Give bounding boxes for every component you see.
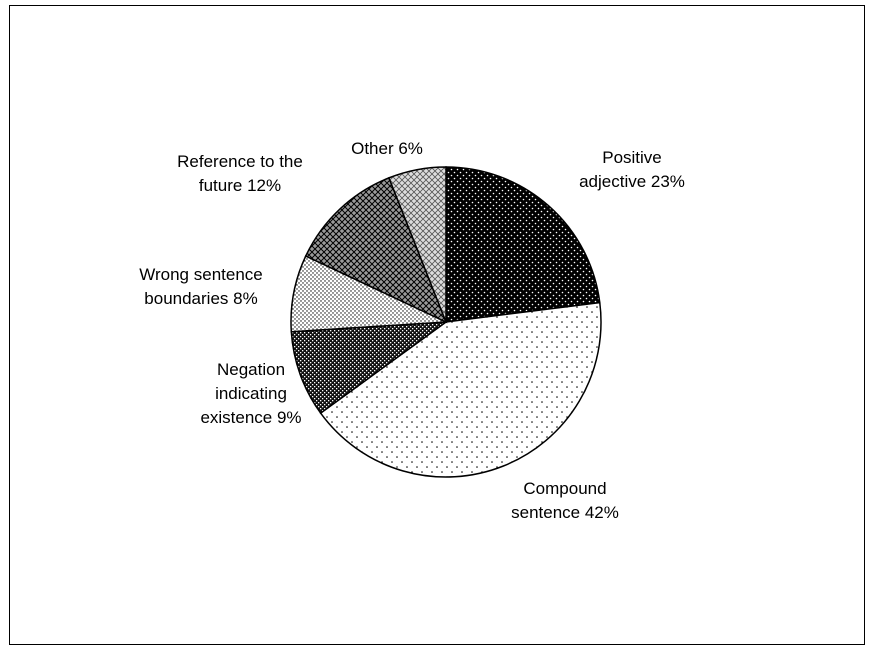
pie-slice xyxy=(304,176,448,324)
slice-label-line: Compound xyxy=(523,479,606,498)
slice-label-line: Wrong sentence xyxy=(139,265,262,284)
slice-label-line: Positive xyxy=(602,148,662,167)
slice-label: Other 6% xyxy=(351,139,423,158)
slice-label: Negation indicating existence 9% xyxy=(200,360,301,427)
slice-label-line: future 12% xyxy=(199,176,281,195)
slice-label: Positive adjective 23% xyxy=(579,148,685,191)
pie-slice xyxy=(445,166,601,323)
pie-slice xyxy=(319,301,602,478)
slice-label: Compound sentence 42% xyxy=(511,479,619,522)
pie-slices xyxy=(290,166,602,478)
pie-labels: Positive adjective 23% Compound sentence 42… xyxy=(139,139,685,522)
slice-label-line: Negation xyxy=(217,360,285,379)
pie-slice xyxy=(290,321,449,415)
slice-label-line: existence 9% xyxy=(200,408,301,427)
slice-label: Reference to the future 12% xyxy=(177,152,303,195)
slice-label-line: indicating xyxy=(215,384,287,403)
pie-slice xyxy=(387,166,447,323)
slice-label-line: Reference to the xyxy=(177,152,303,171)
slice-label-line: adjective 23% xyxy=(579,172,685,191)
slice-label: Wrong sentence boundaries 8% xyxy=(139,265,262,308)
slice-label-line: sentence 42% xyxy=(511,503,619,522)
slice-label-line: Other 6% xyxy=(351,139,423,158)
slice-label-line: boundaries 8% xyxy=(144,289,257,308)
